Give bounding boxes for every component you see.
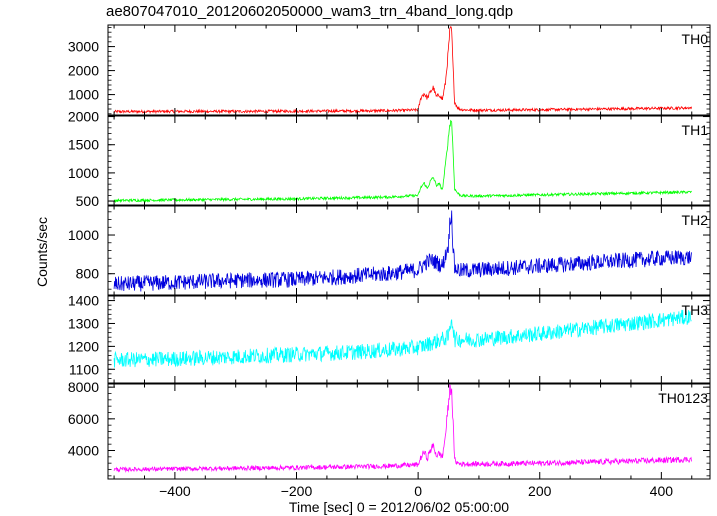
series-line-th0 [113,25,692,115]
series-line-th2 [113,210,692,292]
ytick-label-th1: 500 [76,193,100,209]
ytick-label-th1: 2000 [68,109,99,125]
ytick-label-th0123: 4000 [68,443,99,459]
ytick-label-th0: 3000 [68,39,99,55]
panel-frame-th1 [107,115,711,206]
panel-label-th3: TH3 [682,302,709,318]
chart-title: ae807047010_20120602050000_wam3_trn_4ban… [106,3,514,20]
series-line-th0123 [113,383,692,473]
panel-frame-th0 [107,24,711,116]
panel-label-th2: TH2 [682,212,709,228]
xtick-label: 200 [528,483,552,499]
xtick-label: 0 [414,483,422,499]
ytick-label-th1: 1000 [68,165,99,181]
xtick-label: −200 [281,483,313,499]
panel-label-th0: TH0 [682,31,709,47]
ytick-label-th1: 1500 [68,137,99,153]
ytick-label-th3: 1200 [68,338,99,354]
panel-label-th1: TH1 [682,122,709,138]
ytick-label-th3: 1100 [69,361,99,377]
ytick-label-th0123: 8000 [68,379,99,395]
panel-frame-th3 [107,295,711,384]
xtick-label: −400 [159,483,191,499]
series-line-th1 [113,119,692,204]
ytick-label-th0123: 6000 [68,411,99,427]
ytick-label-th2: 1000 [68,227,99,243]
ytick-label-th3: 1300 [68,315,99,331]
ytick-label-th2: 800 [76,266,100,282]
xtick-label: 400 [650,483,674,499]
ytick-label-th3: 1400 [68,293,99,309]
ytick-label-th0: 1000 [68,87,99,103]
ytick-label-th0: 2000 [68,63,99,79]
x-axis-label: Time [sec] 0 = 2012/06/02 05:00:00 [289,499,509,515]
series-line-th3 [113,309,692,368]
panel-label-th0123: TH0123 [658,390,708,406]
y-axis-label: Counts/sec [34,217,50,287]
